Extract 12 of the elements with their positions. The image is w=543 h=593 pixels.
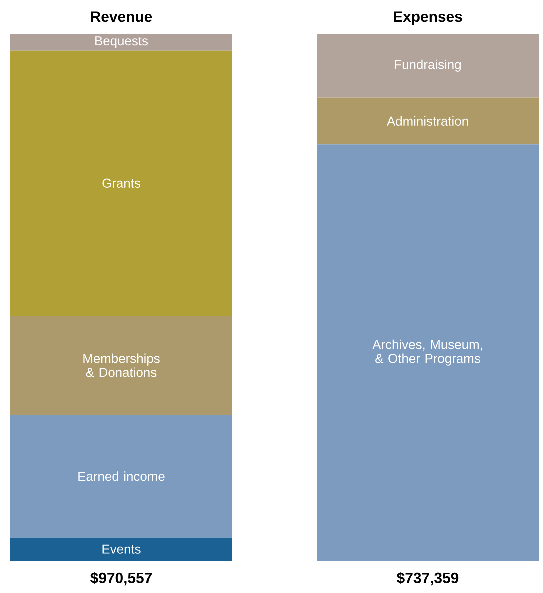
series-label: Bequests [96, 36, 148, 48]
series-label: Grants [102, 178, 140, 188]
text: $970,557 [90, 572, 152, 586]
x-tick-label: Expenses [394, 12, 462, 26]
x-tick-label: Revenue [91, 12, 152, 22]
series-label: Archives, Museum, & Other Programs [372, 340, 482, 366]
series-label: Earned income [78, 472, 165, 482]
series-label: Events [102, 544, 141, 554]
series-label: Memberships & Donations [84, 354, 160, 378]
text: $737,359 [397, 572, 459, 586]
series-label: Administration [387, 116, 468, 126]
series-label: Fundraising [395, 60, 461, 72]
